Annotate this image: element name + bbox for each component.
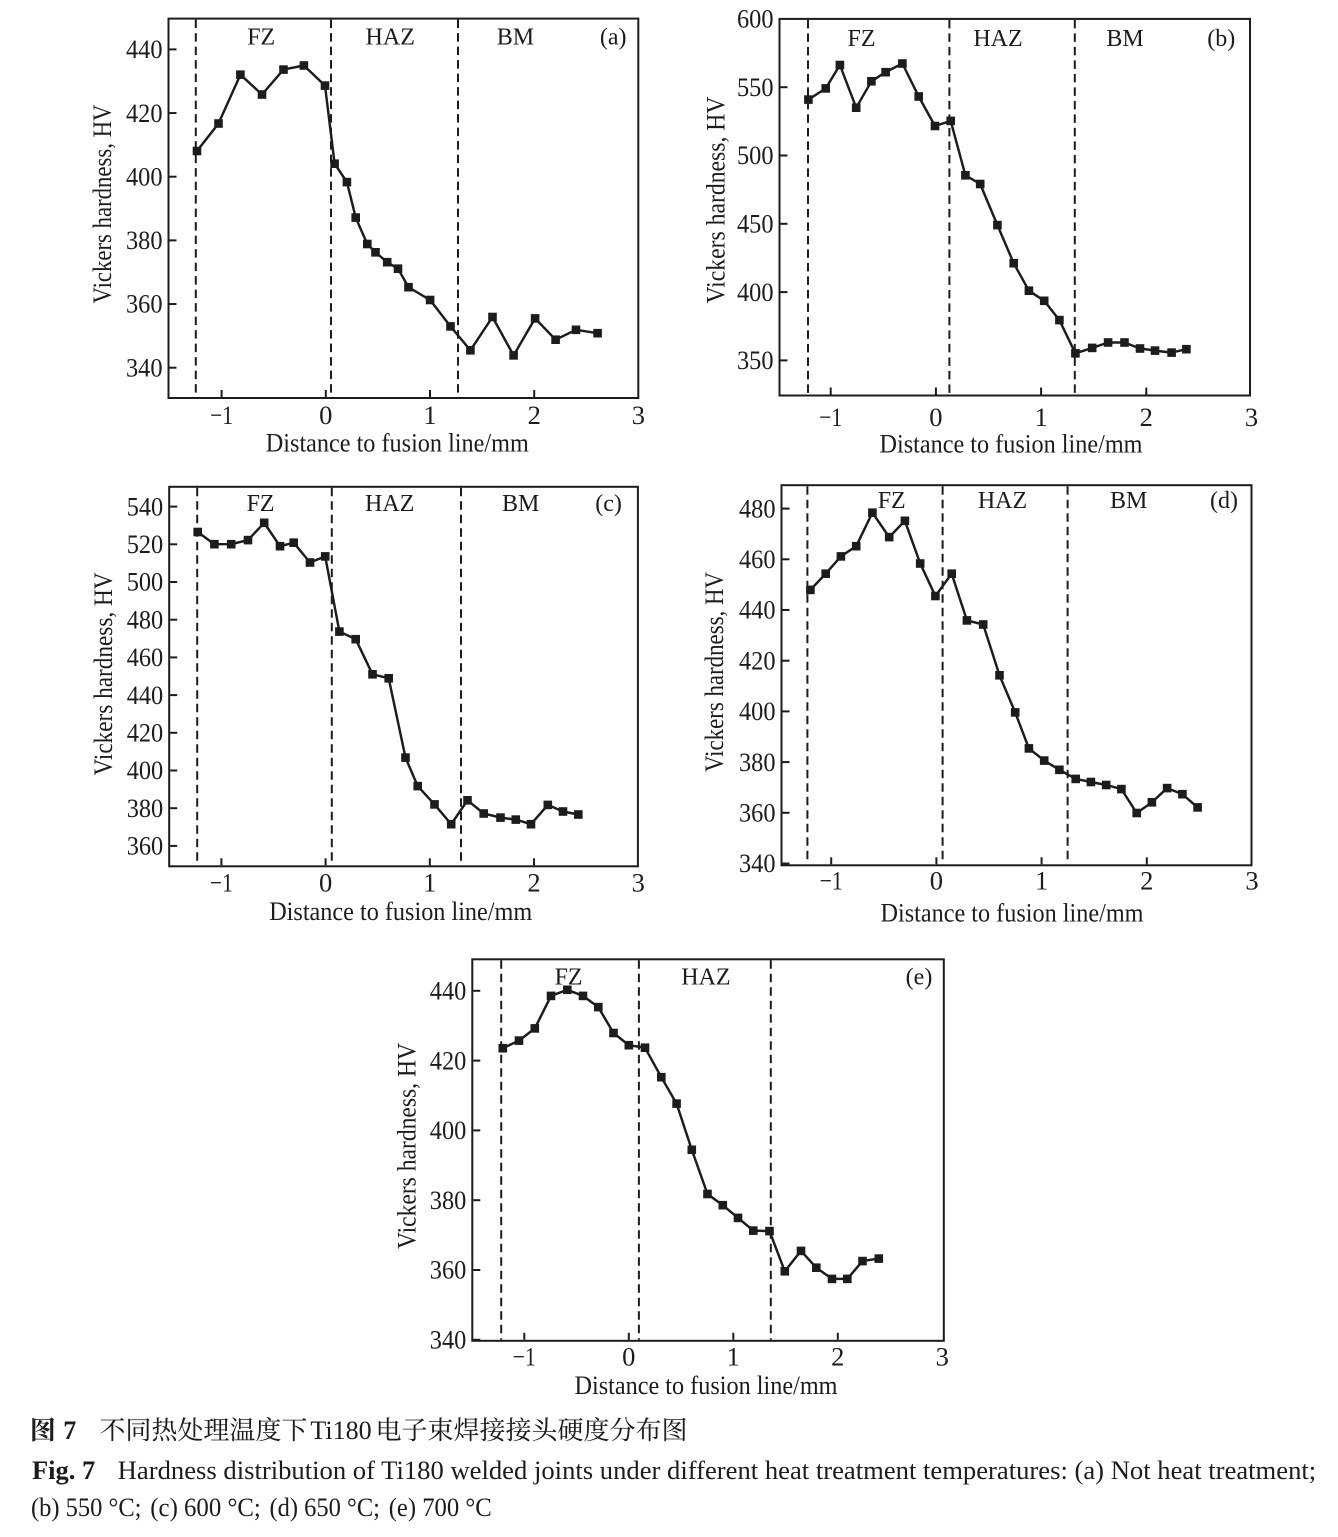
svg-text:(e) 700 °C: (e) 700 °C — [389, 1492, 492, 1522]
svg-text:400: 400 — [739, 696, 776, 726]
svg-text:−1: −1 — [820, 866, 843, 896]
svg-text:0: 0 — [930, 866, 943, 896]
svg-text:2: 2 — [1140, 866, 1153, 896]
svg-text:0: 0 — [622, 1341, 635, 1371]
svg-text:1: 1 — [727, 1341, 740, 1371]
svg-text:FZ: FZ — [247, 491, 275, 517]
svg-text:480: 480 — [739, 493, 776, 523]
svg-text:380: 380 — [126, 225, 163, 255]
svg-text:(b) 550 °C;: (b) 550 °C; — [31, 1492, 142, 1522]
svg-text:7: 7 — [63, 1416, 76, 1445]
svg-text:360: 360 — [739, 798, 776, 828]
svg-text:BM: BM — [1106, 26, 1143, 52]
svg-text:BM: BM — [502, 491, 539, 517]
svg-text:HAZ: HAZ — [978, 488, 1027, 514]
svg-text:FZ: FZ — [847, 26, 875, 52]
svg-text:350: 350 — [737, 345, 774, 375]
svg-text:3: 3 — [936, 1341, 949, 1371]
svg-text:420: 420 — [127, 718, 164, 748]
svg-text:2: 2 — [1140, 402, 1153, 432]
svg-text:380: 380 — [430, 1185, 467, 1215]
svg-text:440: 440 — [739, 595, 776, 625]
svg-text:Vickers hardness, HV: Vickers hardness, HV — [701, 97, 731, 304]
svg-text:HAZ: HAZ — [365, 491, 414, 517]
svg-text:Distance to fusion line/mm: Distance to fusion line/mm — [881, 898, 1144, 928]
svg-text:Distance to fusion line/mm: Distance to fusion line/mm — [880, 429, 1143, 459]
svg-text:440: 440 — [127, 680, 164, 710]
svg-text:−1: −1 — [819, 402, 842, 432]
svg-text:360: 360 — [127, 831, 164, 861]
svg-text:(d): (d) — [1210, 488, 1238, 514]
svg-text:−1: −1 — [513, 1341, 536, 1371]
svg-text:Vickers hardness, HV: Vickers hardness, HV — [88, 573, 118, 776]
svg-text:3: 3 — [632, 400, 645, 430]
svg-text:600: 600 — [737, 4, 774, 34]
svg-text:0: 0 — [319, 868, 332, 898]
svg-text:460: 460 — [739, 544, 776, 574]
svg-text:1: 1 — [423, 868, 436, 898]
svg-text:380: 380 — [127, 793, 164, 823]
svg-text:(d) 650 °C;: (d) 650 °C; — [270, 1492, 381, 1522]
svg-text:400: 400 — [430, 1115, 467, 1145]
svg-text:540: 540 — [127, 491, 164, 521]
svg-text:340: 340 — [739, 848, 776, 878]
svg-text:500: 500 — [127, 567, 164, 597]
svg-text:(a): (a) — [600, 25, 627, 51]
svg-text:380: 380 — [739, 747, 776, 777]
svg-text:Fig. 7: Fig. 7 — [32, 1455, 95, 1485]
svg-text:Vickers hardness, HV: Vickers hardness, HV — [87, 105, 117, 304]
svg-text:340: 340 — [430, 1325, 467, 1355]
svg-text:FZ: FZ — [247, 25, 275, 51]
svg-text:BM: BM — [1110, 488, 1147, 514]
svg-text:440: 440 — [430, 976, 467, 1006]
svg-text:Vickers hardness, HV: Vickers hardness, HV — [699, 572, 729, 772]
svg-text:3: 3 — [1245, 866, 1258, 896]
svg-text:HAZ: HAZ — [681, 964, 730, 990]
svg-text:550: 550 — [737, 72, 774, 102]
svg-text:460: 460 — [127, 642, 164, 672]
svg-text:Hardness distribution of Ti180: Hardness distribution of Ti180 welded jo… — [118, 1455, 1316, 1485]
svg-text:2: 2 — [831, 1341, 844, 1371]
svg-text:0: 0 — [319, 400, 332, 430]
svg-text:Distance to fusion line/mm: Distance to fusion line/mm — [266, 428, 529, 458]
svg-text:(b): (b) — [1207, 26, 1235, 52]
svg-text:Distance to fusion line/mm: Distance to fusion line/mm — [269, 896, 532, 926]
svg-text:400: 400 — [737, 277, 774, 307]
svg-text:480: 480 — [127, 604, 164, 634]
svg-text:420: 420 — [739, 645, 776, 675]
svg-text:HAZ: HAZ — [973, 26, 1022, 52]
svg-text:400: 400 — [126, 161, 163, 191]
svg-text:3: 3 — [632, 868, 645, 898]
svg-text:3: 3 — [1245, 402, 1258, 432]
svg-text:2: 2 — [527, 868, 540, 898]
svg-text:BM: BM — [497, 25, 534, 51]
svg-text:1: 1 — [423, 400, 436, 430]
svg-text:500: 500 — [737, 140, 774, 170]
svg-text:420: 420 — [126, 98, 163, 128]
svg-text:360: 360 — [430, 1255, 467, 1285]
svg-text:440: 440 — [126, 34, 163, 64]
svg-text:Distance to fusion line/mm: Distance to fusion line/mm — [575, 1370, 838, 1400]
svg-text:340: 340 — [126, 352, 163, 382]
svg-text:420: 420 — [430, 1045, 467, 1075]
svg-text:FZ: FZ — [878, 488, 906, 514]
svg-text:2: 2 — [528, 400, 541, 430]
svg-text:400: 400 — [127, 755, 164, 785]
svg-text:Vickers hardness, HV: Vickers hardness, HV — [392, 1043, 422, 1249]
svg-text:450: 450 — [737, 209, 774, 239]
svg-text:0: 0 — [929, 402, 942, 432]
svg-text:(c): (c) — [595, 491, 622, 517]
svg-text:1: 1 — [1035, 866, 1048, 896]
svg-text:(c) 600 °C;: (c) 600 °C; — [150, 1492, 260, 1522]
svg-text:HAZ: HAZ — [366, 25, 415, 51]
svg-text:Ti180: Ti180 — [310, 1416, 371, 1445]
svg-text:1: 1 — [1034, 402, 1047, 432]
svg-text:−1: −1 — [210, 400, 233, 430]
svg-text:360: 360 — [126, 289, 163, 319]
svg-text:(e): (e) — [906, 964, 933, 990]
svg-text:520: 520 — [127, 529, 164, 559]
svg-text:−1: −1 — [210, 868, 233, 898]
